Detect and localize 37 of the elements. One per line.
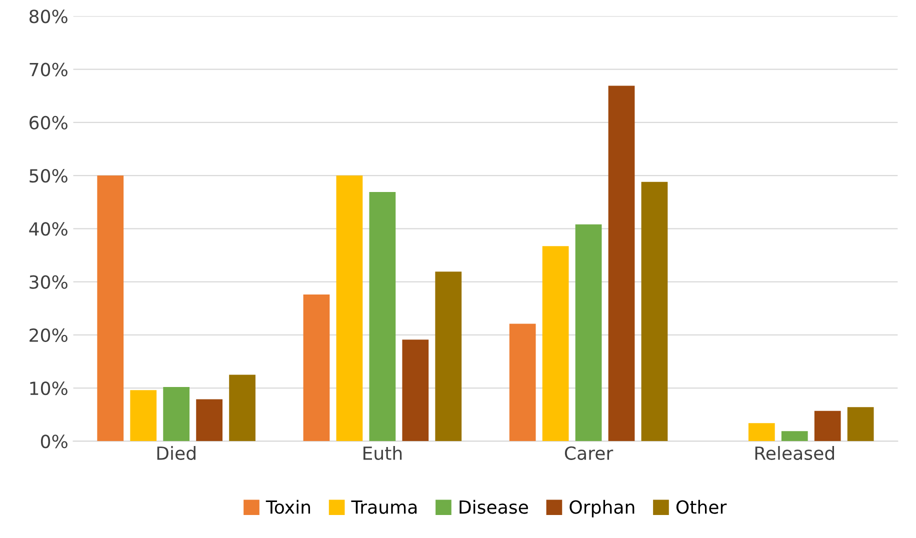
bar [163, 386, 190, 442]
bar [641, 182, 668, 442]
bar [748, 423, 775, 442]
x-tick-label: Died [157, 446, 196, 460]
legend-label: Other [676, 500, 727, 514]
bar [369, 192, 396, 442]
x-tick-label: Euth [364, 446, 402, 460]
y-tick-label: 70% [30, 62, 68, 76]
bar [402, 340, 429, 442]
legend-label: Toxin [266, 500, 310, 514]
y-tick-label: 0% [40, 434, 68, 448]
bar [542, 246, 569, 442]
bar [130, 390, 157, 442]
bar [814, 410, 841, 442]
bar [229, 374, 256, 442]
bar [196, 399, 222, 442]
bar [303, 294, 330, 442]
y-tick-label: 60% [30, 116, 68, 130]
y-tick-label: 10% [30, 381, 68, 396]
legend-label: Disease [460, 500, 528, 514]
y-tick-label: 40% [29, 222, 68, 236]
x-tick-label: Carer [564, 446, 614, 460]
y-tick-label: 50% [30, 168, 68, 183]
bar [575, 224, 602, 442]
y-tick-label: 20% [30, 328, 68, 342]
bar [847, 407, 874, 442]
legend-label: Trauma [351, 500, 417, 514]
bar [97, 176, 124, 442]
bar [509, 324, 536, 442]
x-tick-label: Released [755, 446, 834, 460]
legend-label: Orphan [570, 500, 634, 518]
bar [336, 176, 363, 442]
bar [781, 431, 808, 442]
y-tick-label: 80% [30, 10, 68, 24]
bar [608, 86, 635, 442]
y-tick-label: 30% [30, 275, 68, 289]
bar [435, 272, 462, 442]
